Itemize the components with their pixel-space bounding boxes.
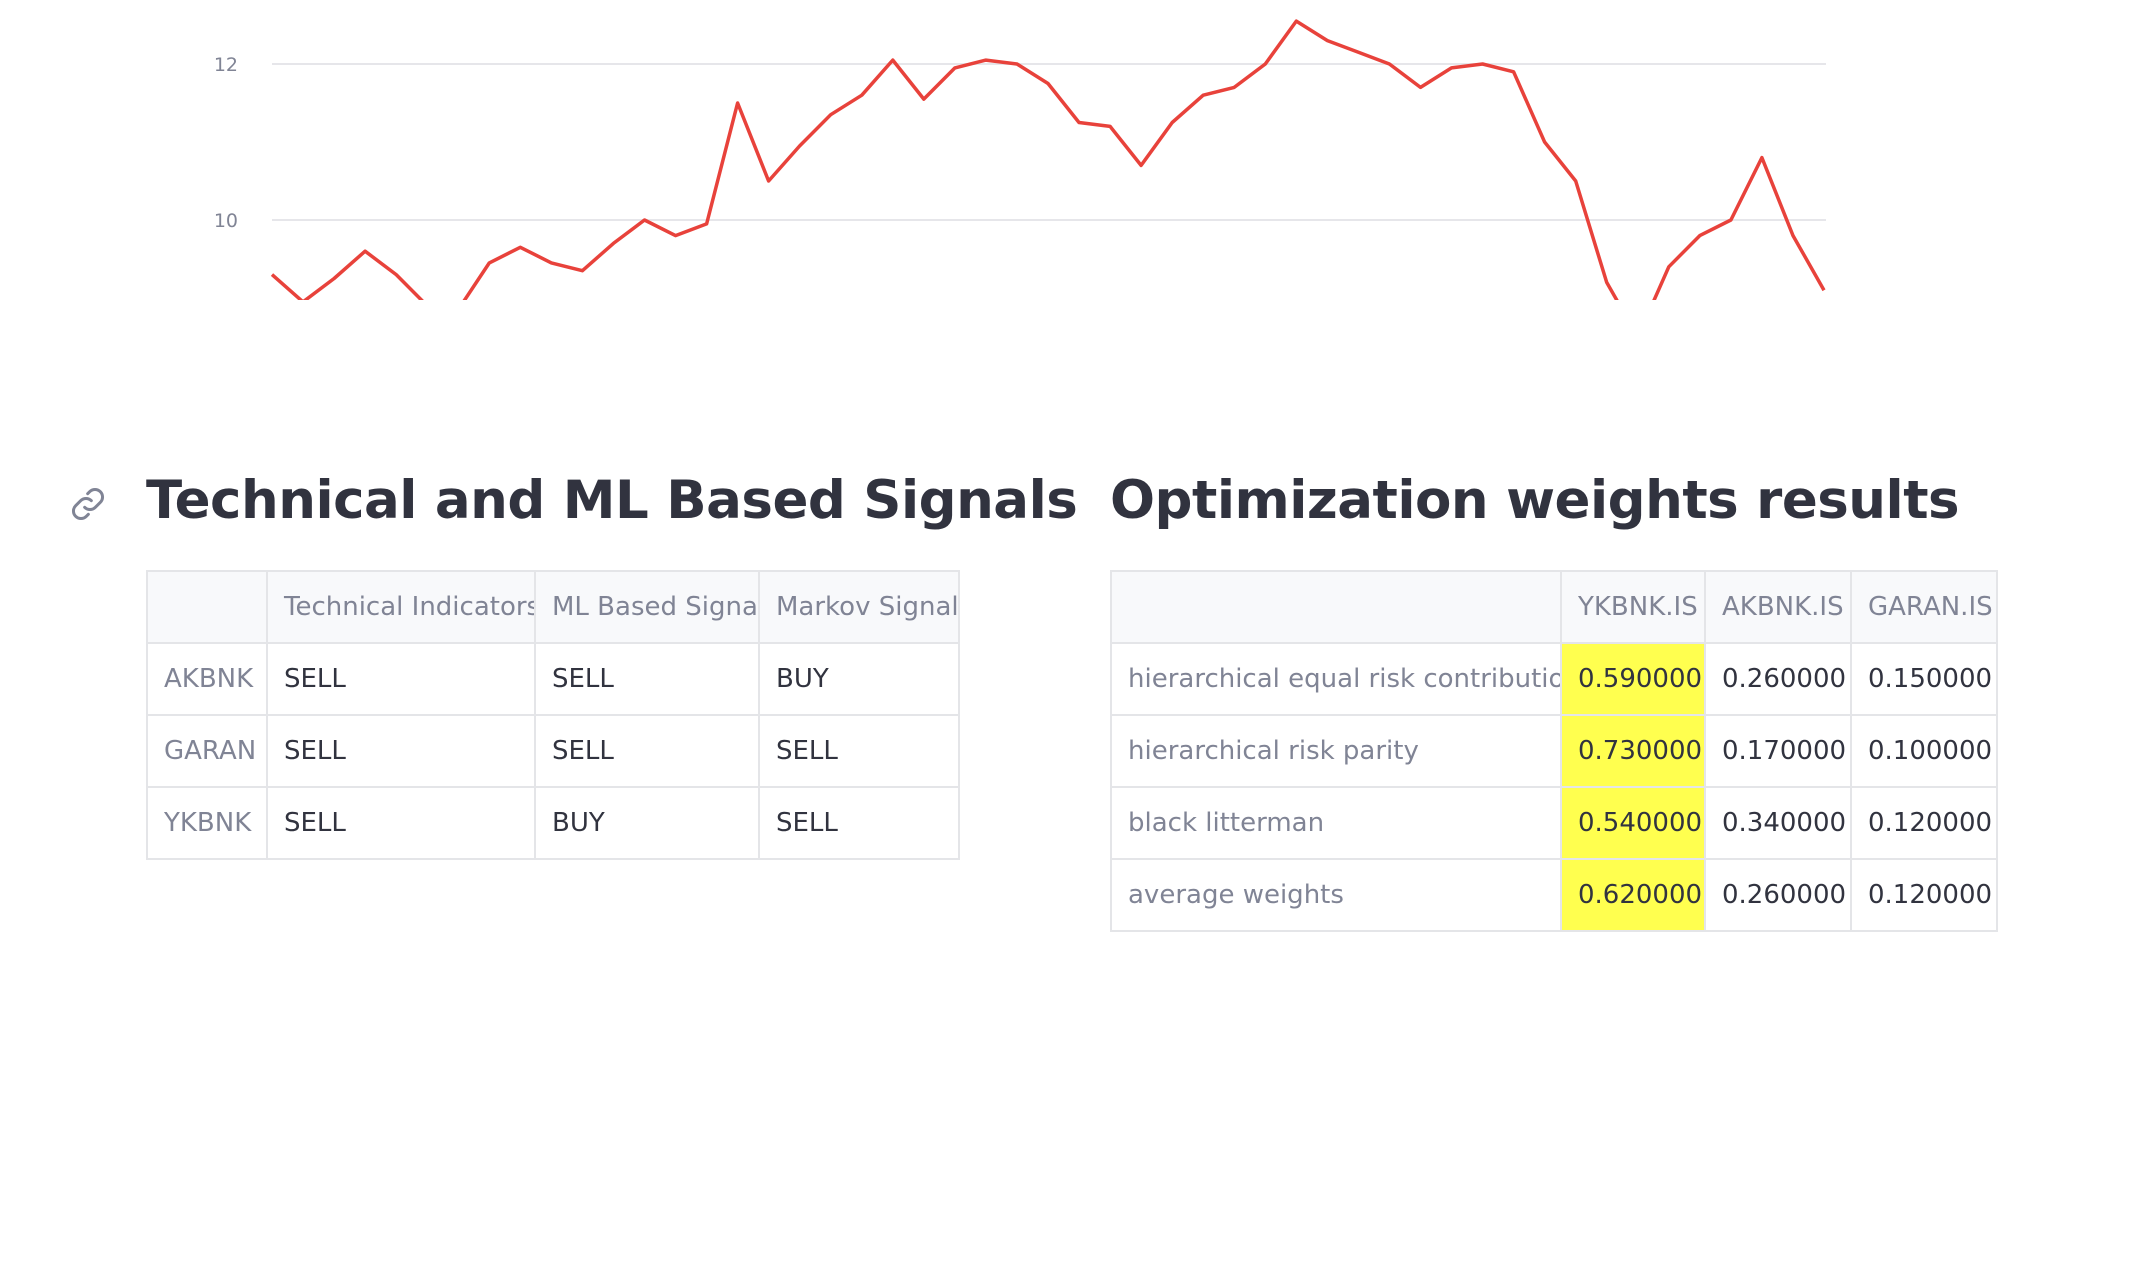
table-cell: SELL [534,714,760,788]
table-row: hierarchical equal risk contribution 0.5… [1110,642,1998,716]
price-series-line [270,19,1826,300]
table-row: GARAN SELL SELL SELL [146,714,960,788]
table-cell: 0.260000 [1704,642,1852,716]
highlighted-max-cell: 0.590000 [1560,642,1706,716]
weights-header-row: YKBNK.IS AKBNK.IS GARAN.IS [1110,570,1998,644]
table-cell: 0.120000 [1850,858,1998,932]
y-tick-label: 12 [214,54,238,76]
row-index-ykbnk: YKBNK [146,786,268,860]
signals-header-row: Technical Indicators ML Based Signal Mar… [146,570,960,644]
table-cell: BUY [534,786,760,860]
table-cell: 0.170000 [1704,714,1852,788]
column-header-markov-signal[interactable]: Markov Signal [758,570,960,644]
row-index-average-weights: average weights [1110,858,1562,932]
highlighted-max-cell: 0.620000 [1560,858,1706,932]
row-index-akbnk: AKBNK [146,642,268,716]
column-header-garan-is[interactable]: GARAN.IS [1850,570,1998,644]
signals-table: Technical Indicators ML Based Signal Mar… [146,570,960,860]
link-icon[interactable] [68,484,108,524]
column-header-ykbnk-is[interactable]: YKBNK.IS [1560,570,1706,644]
table-row: average weights 0.620000 0.260000 0.1200… [1110,858,1998,932]
table-cell: SELL [266,714,536,788]
highlighted-max-cell: 0.730000 [1560,714,1706,788]
column-header-index [146,570,268,644]
price-line-chart: 8101214 [0,0,2136,300]
table-cell: SELL [266,786,536,860]
table-row: YKBNK SELL BUY SELL [146,786,960,860]
table-cell: 0.150000 [1850,642,1998,716]
table-row: hierarchical risk parity 0.730000 0.1700… [1110,714,1998,788]
column-header-ml-based-signal[interactable]: ML Based Signal [534,570,760,644]
table-row: AKBNK SELL SELL BUY [146,642,960,716]
table-cell: SELL [758,786,960,860]
row-index-hrp: hierarchical risk parity [1110,714,1562,788]
row-index-garan: GARAN [146,714,268,788]
column-header-technical-indicators[interactable]: Technical Indicators [266,570,536,644]
highlighted-max-cell: 0.540000 [1560,786,1706,860]
weights-table: YKBNK.IS AKBNK.IS GARAN.IS hierarchical … [1110,570,1998,932]
column-header-index [1110,570,1562,644]
table-cell: SELL [266,642,536,716]
table-cell: SELL [534,642,760,716]
table-cell: 0.100000 [1850,714,1998,788]
table-cell: BUY [758,642,960,716]
table-cell: 0.340000 [1704,786,1852,860]
chart-svg: 8101214 [214,19,1826,300]
row-index-black-litterman: black litterman [1110,786,1562,860]
weights-heading: Optimization weights results [1110,470,1960,531]
row-index-herc: hierarchical equal risk contribution [1110,642,1562,716]
table-cell: SELL [758,714,960,788]
y-tick-label: 10 [214,210,238,232]
table-cell: 0.120000 [1850,786,1998,860]
table-row: black litterman 0.540000 0.340000 0.1200… [1110,786,1998,860]
table-cell: 0.260000 [1704,858,1852,932]
column-header-akbnk-is[interactable]: AKBNK.IS [1704,570,1852,644]
signals-heading: Technical and ML Based Signals [146,470,1078,531]
